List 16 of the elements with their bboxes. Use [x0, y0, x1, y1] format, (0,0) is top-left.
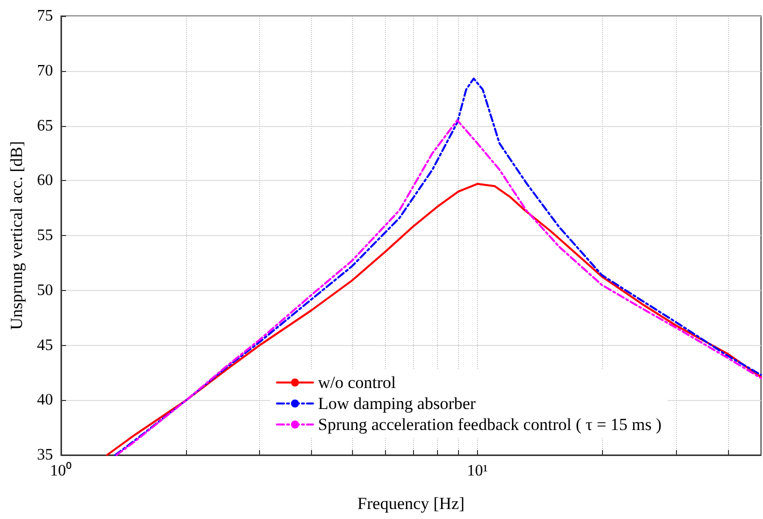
legend-label: Sprung acceleration feedback control ( τ = 15 ms )	[318, 415, 662, 434]
x-tick-label: 10⁰	[50, 462, 72, 480]
legend-label: Low damping absorber	[318, 394, 476, 413]
legend-label: w/o control	[318, 373, 396, 392]
y-tick-label: 35	[37, 446, 53, 464]
y-tick-label: 50	[37, 282, 53, 299]
y-tick-label: 40	[37, 392, 53, 409]
y-axis-title: Unsprung vertical acc. [dB]	[7, 141, 26, 330]
y-tick-label: 75	[37, 8, 53, 24]
x-tick-label: 10¹	[466, 462, 488, 480]
y-tick-label: 65	[37, 117, 53, 134]
y-tick-label: 60	[37, 172, 53, 190]
y-tick-label: 70	[37, 62, 53, 80]
y-tick-label: 55	[37, 227, 53, 244]
y-tick-label: 45	[37, 336, 53, 354]
x-axis-title: Frequency [Hz]	[357, 494, 465, 513]
